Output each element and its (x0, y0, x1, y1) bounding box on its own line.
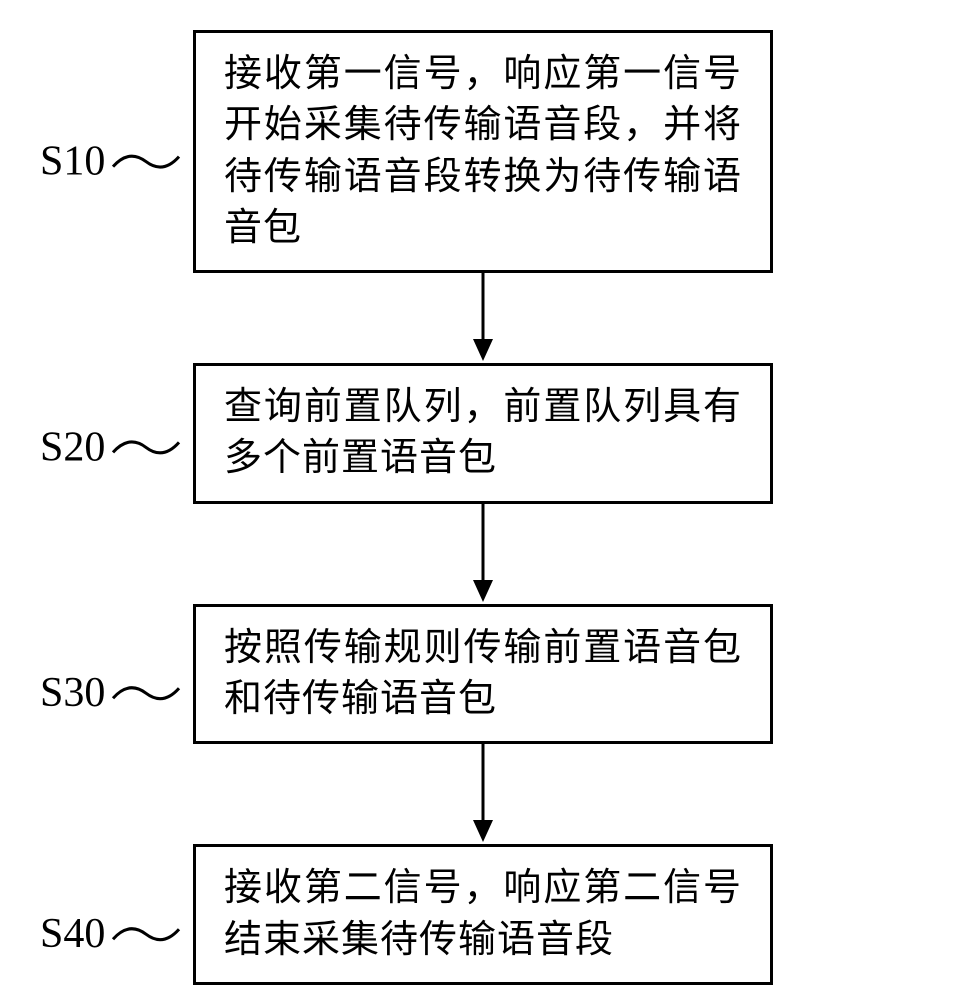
step-id: S40 (40, 910, 105, 958)
step-label-s40: S40 (40, 910, 183, 958)
connector-tilde-icon (111, 919, 181, 949)
flow-row: S40 接收第二信号，响应第二信号结束采集待传输语音段 (0, 844, 966, 985)
step-text: 接收第一信号，响应第一信号开始采集待传输语音段，并将待传输语音段转换为待传输语音… (224, 53, 742, 249)
flow-row: S10 接收第一信号，响应第一信号开始采集待传输语音段，并将待传输语音段转换为待… (0, 30, 966, 273)
connector-tilde-icon (111, 146, 181, 176)
flow-row: S30 按照传输规则传输前置语音包和待传输语音包 (0, 604, 966, 745)
flowchart-container: S10 接收第一信号，响应第一信号开始采集待传输语音段，并将待传输语音段转换为待… (0, 30, 966, 985)
arrow-icon (0, 744, 966, 844)
step-box-s10: 接收第一信号，响应第一信号开始采集待传输语音段，并将待传输语音段转换为待传输语音… (193, 30, 773, 273)
connector-tilde-icon (111, 433, 181, 463)
connector-tilde-icon (111, 678, 181, 708)
arrow-icon (0, 504, 966, 604)
flow-row: S20 查询前置队列，前置队列具有多个前置语音包 (0, 363, 966, 504)
step-text: 接收第二信号，响应第二信号结束采集待传输语音段 (224, 867, 742, 960)
step-label-s30: S30 (40, 669, 183, 717)
step-label-s10: S10 (40, 137, 183, 185)
step-id: S30 (40, 669, 105, 717)
step-box-s30: 按照传输规则传输前置语音包和待传输语音包 (193, 604, 773, 745)
step-id: S10 (40, 137, 105, 185)
step-text: 按照传输规则传输前置语音包和待传输语音包 (224, 627, 742, 720)
step-text: 查询前置队列，前置队列具有多个前置语音包 (224, 386, 742, 479)
arrow-icon (0, 273, 966, 363)
step-box-s40: 接收第二信号，响应第二信号结束采集待传输语音段 (193, 844, 773, 985)
step-box-s20: 查询前置队列，前置队列具有多个前置语音包 (193, 363, 773, 504)
step-label-s20: S20 (40, 424, 183, 472)
step-id: S20 (40, 424, 105, 472)
